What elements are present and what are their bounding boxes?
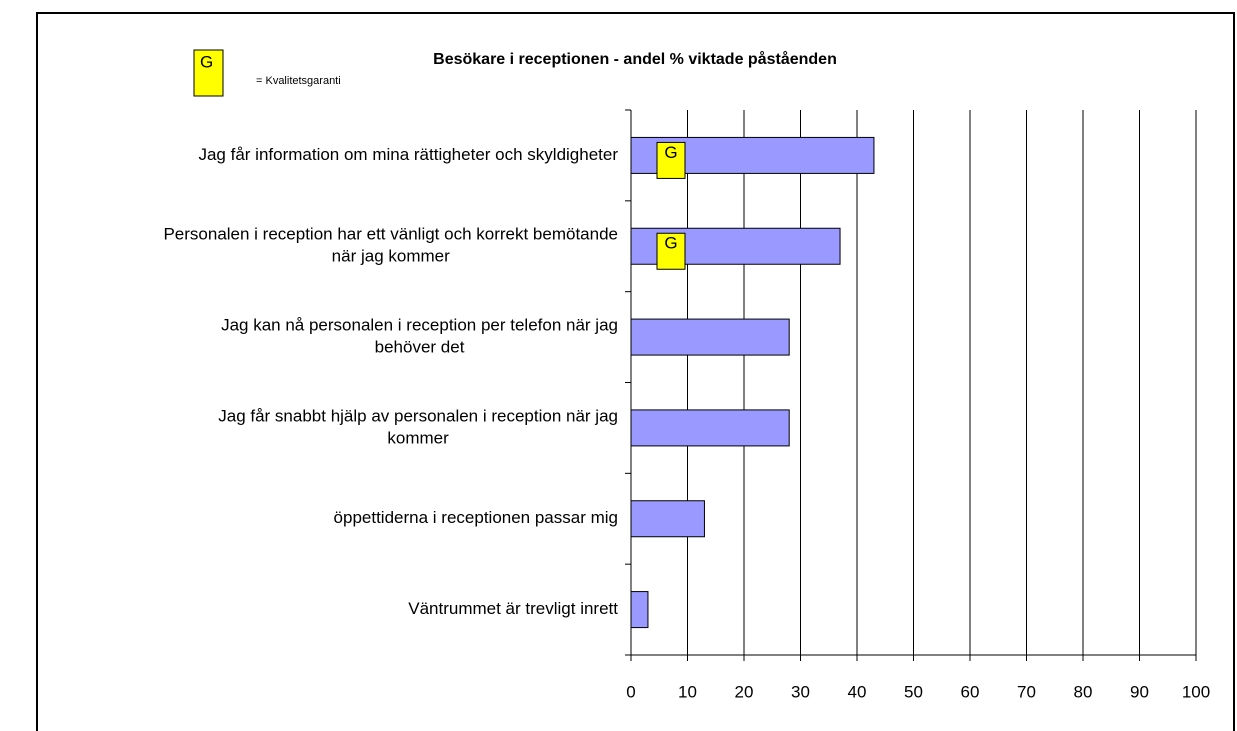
legend-symbol-box bbox=[193, 49, 224, 97]
bar bbox=[630, 591, 649, 629]
y-tick-label: Jag får snabbt hjälp av personalen i rec… bbox=[218, 406, 618, 425]
x-tick-label: 50 bbox=[904, 682, 923, 701]
bar bbox=[630, 500, 705, 538]
y-tick-label: behöver det bbox=[375, 338, 465, 357]
x-tick-label: 70 bbox=[1017, 682, 1036, 701]
y-tick-label: Väntrummet är trevligt inrett bbox=[408, 599, 618, 618]
x-tick-label: 100 bbox=[1182, 682, 1210, 701]
guarantee-box bbox=[656, 232, 686, 270]
x-tick-label: 30 bbox=[791, 682, 810, 701]
chart-title: Besökare i receptionen - andel % viktade… bbox=[433, 50, 837, 68]
x-tick-label: 10 bbox=[678, 682, 697, 701]
x-tick-label: 80 bbox=[1074, 682, 1093, 701]
guarantee-symbol: G bbox=[664, 234, 677, 253]
x-tick-label: 20 bbox=[735, 682, 754, 701]
y-tick-label: Jag kan nå personalen i reception per te… bbox=[221, 316, 618, 335]
y-tick-label: öppettiderna i receptionen passar mig bbox=[334, 508, 618, 527]
x-tick-label: 40 bbox=[848, 682, 867, 701]
y-tick-label: när jag kommer bbox=[332, 247, 450, 266]
legend-text: = Kvalitetsgaranti bbox=[256, 75, 341, 87]
x-tick-label: 60 bbox=[961, 682, 980, 701]
y-tick-label: Personalen i reception har ett vänligt o… bbox=[163, 225, 618, 244]
legend-symbol: G bbox=[200, 52, 213, 71]
x-tick-label: 90 bbox=[1130, 682, 1149, 701]
guarantee-symbol: G bbox=[664, 143, 677, 162]
guarantee-box bbox=[656, 141, 686, 179]
y-tick-label: Jag får information om mina rättigheter … bbox=[198, 145, 618, 164]
bar bbox=[630, 409, 790, 447]
x-tick-label: 0 bbox=[626, 682, 635, 701]
bar bbox=[630, 318, 790, 356]
y-tick-label: kommer bbox=[387, 428, 449, 447]
